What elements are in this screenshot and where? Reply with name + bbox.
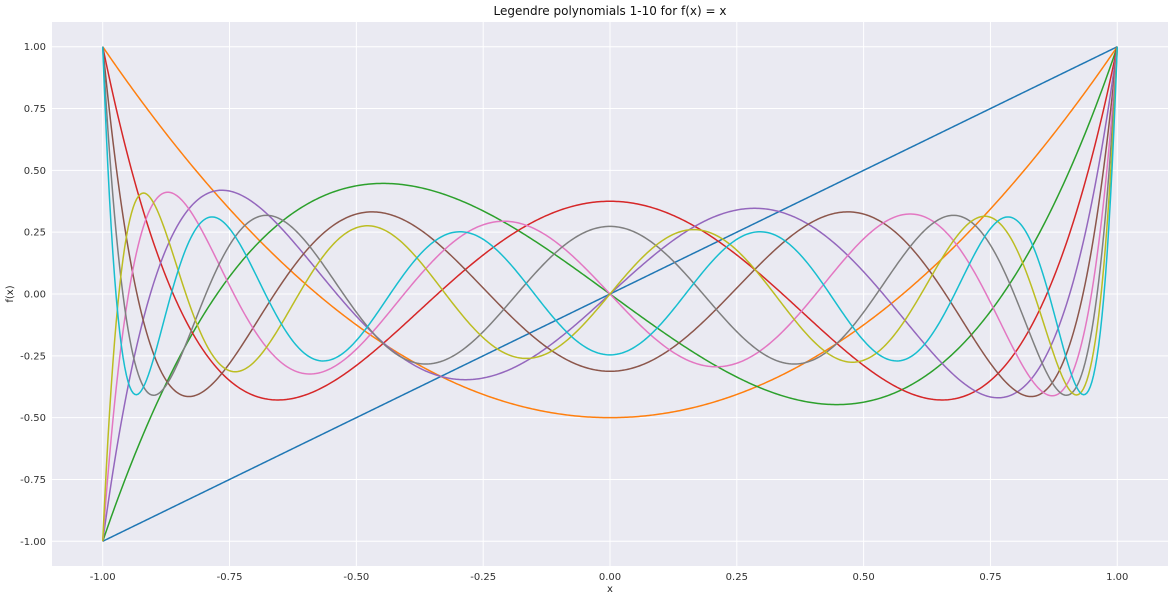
- y-tick-label: 0.00: [24, 290, 46, 301]
- y-tick-label: 0.75: [24, 104, 46, 115]
- x-tick-label: 1.00: [1106, 572, 1128, 583]
- x-tick-label: -1.00: [90, 572, 116, 583]
- x-tick-label: 0.75: [979, 572, 1001, 583]
- chart-title: Legendre polynomials 1-10 for f(x) = x: [494, 4, 727, 18]
- y-tick-label: -0.75: [20, 475, 46, 486]
- y-tick-labels: 1.00 0.75 0.50 0.25 0.00 -0.25 -0.50 -0.75 -1.00: [20, 42, 46, 548]
- series-line-p2: [102, 46, 1118, 419]
- y-tick-label: 0.50: [24, 166, 46, 177]
- y-tick-label: 1.00: [24, 42, 46, 53]
- x-tick-label: -0.25: [470, 572, 496, 583]
- x-tick-labels: -1.00 -0.75 -0.50 -0.25 0.00 0.25 0.50 0.75 1.00: [90, 572, 1129, 583]
- series-line-p6: [101, 46, 1119, 398]
- series-line-p10: [101, 46, 1119, 396]
- x-tick-label: -0.75: [217, 572, 243, 583]
- y-tick-label: 0.25: [24, 228, 46, 239]
- y-axis-label: f(x): [5, 285, 16, 302]
- x-axis-label: x: [607, 584, 613, 595]
- series-line-p8: [101, 46, 1119, 397]
- x-tick-label: 0.25: [726, 572, 748, 583]
- series-lines: [101, 46, 1119, 542]
- x-tick-label: 0.00: [599, 572, 621, 583]
- series-line-p4: [101, 46, 1119, 401]
- x-tick-label: -0.50: [343, 572, 369, 583]
- y-tick-label: -0.50: [20, 413, 46, 424]
- x-tick-label: 0.50: [853, 572, 875, 583]
- y-tick-label: -1.00: [20, 537, 46, 548]
- y-tick-label: -0.25: [20, 351, 46, 362]
- series-line-p9: [101, 46, 1119, 542]
